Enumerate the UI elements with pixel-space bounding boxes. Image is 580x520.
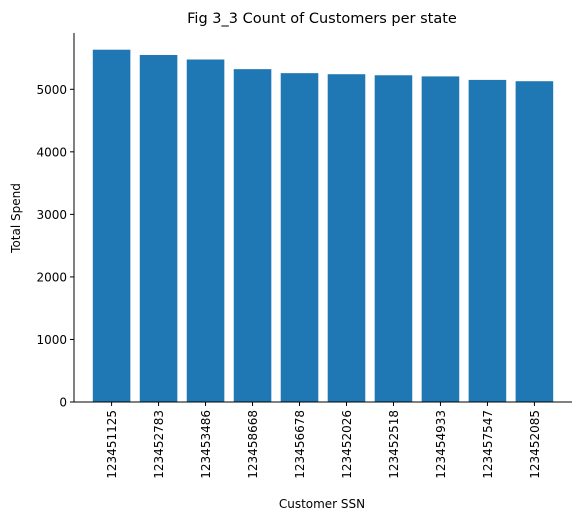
y-tick-label: 4000 — [36, 145, 67, 159]
bar-123457547 — [468, 79, 507, 402]
x-tick-label: 123456678 — [293, 410, 307, 479]
bar-123453486 — [186, 59, 225, 403]
bar-123458668 — [233, 69, 272, 403]
y-tick-label: 2000 — [36, 270, 67, 284]
bar-123452085 — [515, 81, 554, 402]
y-ticks-group: 0 1000 2000 3000 4000 5000 — [36, 83, 74, 410]
x-tick-label: 123452518 — [387, 410, 401, 479]
bar-123452783 — [139, 55, 178, 402]
x-tick-label: 123452085 — [528, 410, 542, 479]
x-tick-label: 123451125 — [105, 410, 119, 479]
x-tick-label: 123452026 — [340, 410, 354, 479]
y-tick-label: 0 — [59, 396, 67, 410]
x-tick-label: 123457547 — [481, 410, 495, 479]
bar-123456678 — [280, 73, 319, 403]
bar-123451125 — [92, 49, 131, 402]
x-tick-label: 123458668 — [246, 410, 260, 479]
chart-title: Fig 3_3 Count of Customers per state — [187, 11, 457, 27]
x-tick-label: 123452783 — [152, 410, 166, 479]
x-tick-label: 123454933 — [434, 410, 448, 479]
bar-123454933 — [421, 76, 460, 403]
x-ticks-group: 123451125 123452783 123453486 123458668 1234… — [105, 402, 542, 479]
x-axis-label: Customer SSN — [279, 497, 365, 511]
y-axis-label: Total Spend — [9, 183, 23, 254]
bar-123452518 — [374, 75, 413, 402]
y-tick-label: 3000 — [36, 208, 67, 222]
x-tick-label: 123453486 — [199, 410, 213, 479]
y-tick-label: 5000 — [36, 83, 67, 97]
bar-123452026 — [327, 74, 366, 402]
y-tick-label: 1000 — [36, 333, 67, 347]
bars-group — [92, 49, 554, 403]
